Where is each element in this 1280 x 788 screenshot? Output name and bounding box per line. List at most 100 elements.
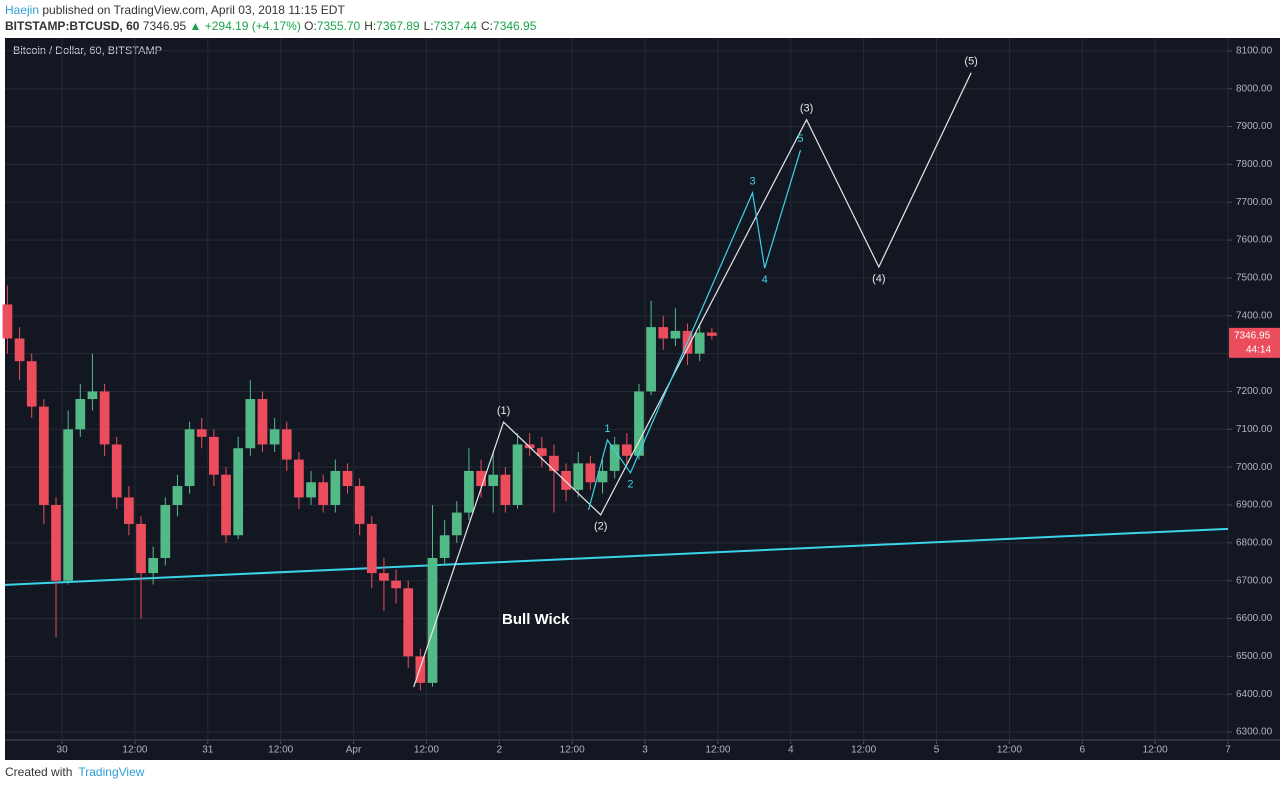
candle-body bbox=[354, 486, 365, 524]
candle-body bbox=[39, 406, 49, 505]
wave-label: 5 bbox=[797, 133, 803, 145]
candle-body bbox=[621, 444, 632, 456]
y-tick-label: 6400.00 bbox=[1236, 689, 1273, 700]
candle-body bbox=[646, 327, 656, 392]
candle-body bbox=[512, 444, 523, 505]
candle-body bbox=[464, 470, 474, 513]
last: 7346.95 bbox=[142, 19, 187, 33]
brand[interactable]: TradingView bbox=[78, 765, 145, 779]
wave-label: 2 bbox=[627, 479, 633, 491]
candle-body bbox=[415, 656, 426, 683]
x-tick-label: 12:00 bbox=[268, 745, 293, 756]
wave-label: (1) bbox=[497, 405, 510, 417]
y-tick-label: 6500.00 bbox=[1236, 651, 1273, 662]
y-tick-label: 7400.00 bbox=[1236, 310, 1273, 321]
candle-body bbox=[160, 504, 171, 558]
candle-body bbox=[366, 523, 377, 574]
trendline bbox=[4, 527, 1229, 586]
y-tick-label: 6800.00 bbox=[1236, 537, 1273, 548]
candle-body bbox=[488, 474, 499, 487]
x-tick-label: 7 bbox=[1225, 745, 1231, 756]
candle-body bbox=[634, 391, 644, 456]
x-tick-label: Apr bbox=[346, 745, 362, 756]
candle-body bbox=[51, 504, 61, 581]
ohlc-label: L: bbox=[423, 19, 434, 33]
ohlc-value: 7355.70 bbox=[316, 19, 361, 33]
candle-body bbox=[172, 486, 183, 505]
wave-label: 3 bbox=[749, 176, 755, 188]
x-tick-label: 4 bbox=[788, 745, 794, 756]
wave-line bbox=[413, 72, 972, 688]
x-tick-label: 3 bbox=[642, 745, 648, 756]
wave-label: (2) bbox=[594, 521, 607, 533]
y-tick-label: 8000.00 bbox=[1236, 83, 1273, 94]
candle-body bbox=[439, 535, 450, 558]
candle-body bbox=[670, 330, 681, 339]
candle-body bbox=[257, 399, 268, 445]
candle-body bbox=[281, 429, 292, 460]
candle-body bbox=[184, 429, 195, 487]
candle-body bbox=[342, 470, 353, 487]
ohlc-label: C: bbox=[481, 19, 494, 33]
wave-label: 1 bbox=[604, 423, 610, 435]
candle-body bbox=[573, 463, 584, 490]
footer: Created with TradingView bbox=[5, 765, 144, 779]
last-price-tag bbox=[1229, 327, 1280, 358]
quote-line: BITSTAMP:BTCUSD, 60 7346.95 ▲ +294.19 (+… bbox=[5, 18, 540, 34]
candle-body bbox=[451, 512, 462, 536]
candle-body bbox=[124, 497, 134, 524]
candle-body bbox=[609, 444, 620, 471]
x-tick-label: 5 bbox=[934, 745, 940, 756]
x-tick-label: 12:00 bbox=[560, 745, 585, 756]
candle-body bbox=[585, 463, 596, 483]
candle-body bbox=[87, 391, 98, 400]
candle-body bbox=[233, 448, 244, 536]
x-tick-label: 30 bbox=[57, 745, 69, 756]
countdown: 44:14 bbox=[1246, 344, 1271, 355]
ohlc-value: 7337.44 bbox=[433, 19, 478, 33]
candle-body bbox=[549, 455, 559, 471]
candle-body bbox=[99, 391, 110, 445]
y-tick-label: 6300.00 bbox=[1236, 727, 1273, 738]
change: ▲ +294.19 (+4.17%) bbox=[189, 19, 301, 33]
y-tick-label: 7500.00 bbox=[1236, 273, 1273, 284]
wave-label: (5) bbox=[964, 56, 977, 68]
y-tick-label: 6900.00 bbox=[1236, 500, 1273, 511]
candle-body bbox=[75, 399, 86, 430]
ohlc-label: O: bbox=[304, 19, 317, 33]
y-tick-label: 6600.00 bbox=[1236, 613, 1273, 624]
candle-body bbox=[379, 573, 389, 581]
candle-body bbox=[330, 470, 341, 505]
wave-line bbox=[587, 149, 802, 511]
candle-body bbox=[26, 361, 37, 407]
wave-label: 4 bbox=[762, 274, 768, 286]
x-tick-label: 12:00 bbox=[122, 745, 147, 756]
x-tick-label: 6 bbox=[1079, 745, 1085, 756]
ohlc-value: 7367.89 bbox=[376, 19, 420, 33]
created: Created with bbox=[5, 765, 73, 779]
last-price-label: 7346.95 bbox=[1234, 330, 1271, 341]
candle-body bbox=[63, 429, 74, 581]
x-tick-label: 12:00 bbox=[1143, 745, 1168, 756]
candle-body bbox=[136, 523, 146, 574]
candle-body bbox=[391, 580, 401, 589]
candle-body bbox=[706, 332, 717, 336]
candle-body bbox=[196, 429, 207, 437]
wave-label: (4) bbox=[872, 273, 885, 285]
symbol: BITSTAMP:BTCUSD, 60 bbox=[5, 19, 140, 33]
x-tick-label: 2 bbox=[497, 745, 503, 756]
ohlc-label: H: bbox=[364, 19, 377, 33]
x-tick-label: 12:00 bbox=[997, 745, 1022, 756]
candle-body bbox=[476, 470, 486, 487]
y-tick-label: 8100.00 bbox=[1236, 46, 1273, 57]
candle-body bbox=[318, 482, 329, 505]
author[interactable]: Haejin bbox=[5, 3, 40, 17]
candle-body bbox=[403, 588, 414, 657]
candle-body bbox=[2, 304, 13, 339]
candle-body bbox=[597, 470, 608, 483]
candle-body bbox=[694, 332, 705, 354]
candle-body bbox=[245, 399, 256, 449]
y-tick-label: 7100.00 bbox=[1236, 424, 1273, 435]
candle-body bbox=[306, 482, 316, 498]
